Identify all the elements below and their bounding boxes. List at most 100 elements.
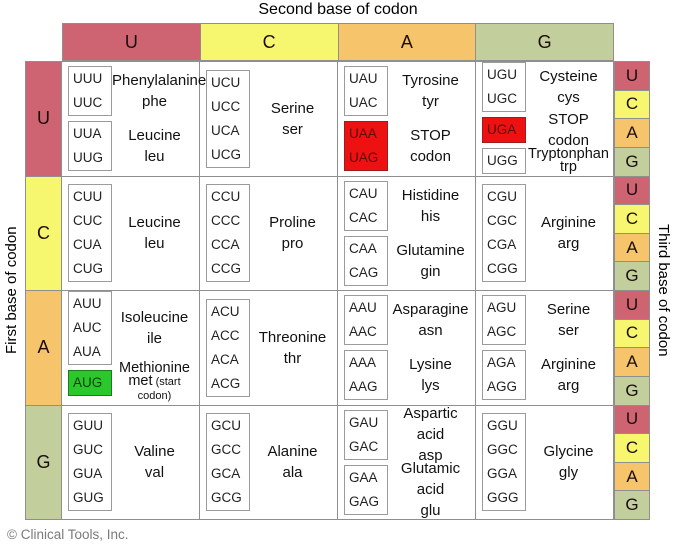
amino-acid-name: Tyrosine [402,72,459,90]
amino-acid-label: Aspartic acid asp [388,403,473,466]
codon-acu: ACU [211,303,240,319]
codon-group-gau-gac: GAU GAC Aspartic acid asp [344,405,473,464]
codon-gcc: GCC [211,442,241,458]
codon-group-uau-uac: UAU UAC Tyrosine tyr [344,64,473,119]
codon-cgu: CGU [487,189,517,205]
amino-acid-label: Histidine his [388,185,473,227]
cell-ca: CAU CAC Histidine his CAA CAG Glutamine gin [338,176,476,290]
amino-acid-label: Cysteine cys [526,66,611,108]
codon-caa: CAA [349,240,377,256]
codon-box: UGU UGC [482,62,526,113]
amino-acid-name: Glutamic acid [400,460,461,499]
amino-acid-abbr: arg [557,235,580,253]
amino-acid-label: Leucine leu [112,125,197,167]
codon-uga: UGA [487,121,517,137]
codon-aca: ACA [211,351,239,367]
cell-au: AUU AUC AUA Isoleucine ile AUG Methionine met (… [62,291,200,405]
codon-box: CAU CAC [344,180,388,231]
codon-ggu: GGU [487,418,518,434]
amino-acid-name: Proline [269,214,316,232]
amino-acid-label: Lysine lys [388,354,473,396]
codon-box: ACU ACC ACA ACG [206,298,250,397]
second-base-title: Second base of codon [258,1,418,18]
second-base-header-c: C [200,24,339,60]
amino-acid-name: STOP codon [410,127,451,166]
codon-group-aau-aac: AAU AAC Asparagine asn [344,293,473,348]
grid-row-u: UUU UUC Phenylalanine phe UUA UUG Leucine leu UC… [62,62,613,177]
stop-codon-box: UAA UAG [344,121,388,172]
codon-cau: CAU [349,185,378,201]
codon-uuu: UUU [73,71,103,87]
amino-acid-abbr: ser [282,120,303,138]
codon-group-ugu-ugc: UGU UGC Cysteine cys [482,62,611,113]
amino-acid-label: Serine ser [526,299,611,341]
amino-acid-abbr: asn [418,322,443,340]
codon-group-gaa-gag: GAA GAG Glutamic acid glu [344,460,473,519]
codon-group-guu-guc-gua-gug: GUU GUC GUA GUG Valine val [68,408,197,518]
amino-acid-label: Tyrosine tyr [388,70,473,112]
codon-cuc: CUC [73,213,103,229]
codon-box: CCU CCC CCA CCG [206,184,250,283]
codon-gua: GUA [73,466,103,482]
codon-gac: GAC [349,438,379,454]
codon-cgc: CGC [487,213,517,229]
amino-acid-label: Leucine leu [112,212,197,254]
codon-uuc: UUC [73,95,103,111]
cell-uu: UUU UUC Phenylalanine phe UUA UUG Leucine leu [62,62,207,176]
grid-row-a: AUU AUC AUA Isoleucine ile AUG Methionine met (… [62,291,613,406]
codon-grid: UUU UUC Phenylalanine phe UUA UUG Leucine leu UC… [62,61,614,520]
third-base-c-c: C [615,205,649,234]
codon-aga: AGA [487,355,516,371]
third-base-a-u: U [615,291,649,320]
second-base-header-a: A [338,24,477,60]
codon-gau: GAU [349,414,379,430]
codon-auu: AUU [73,296,102,312]
amino-acid-abbr: gin [420,262,441,280]
codon-agg: AGG [487,379,518,395]
amino-acid-abbr: ile [146,330,162,348]
codon-box: UUU UUC [68,66,112,117]
codon-ucg: UCG [211,146,241,162]
codon-box: CGU CGC CGA CGG [482,184,526,283]
cell-ga: GAU GAC Aspartic acid asp GAA GAG Glutamic aci… [338,405,476,519]
codon-group-ccu-ccc-cca-ccg: CCU CCC CCA CCG Proline pro [206,179,335,289]
codon-group-aug: AUG Methionine met (start codon) [68,361,197,403]
codon-aag: AAG [349,379,378,395]
amino-acid-label: Glycine gly [526,441,611,483]
amino-acid-abbr: thr [283,349,302,367]
third-base-c-a: A [615,233,649,263]
codon-ugu: UGU [487,67,517,83]
amino-acid-name: Phenylalanine [112,72,207,90]
amino-acid-abbr: glu [420,502,441,520]
third-base-u-c: C [615,90,649,120]
codon-box: GUU GUC GUA GUG [68,413,112,512]
codon-gaa: GAA [349,469,378,485]
amino-acid-name: Asparagine [392,301,469,319]
third-base-a-g: G [615,376,649,406]
codon-agc: AGC [487,324,517,340]
amino-acid-name: Leucine [128,127,181,145]
cell-cu: CUU CUC CUA CUG Leucine leu [62,176,200,290]
amino-acid-abbr: tyr [422,93,439,111]
codon-box: GAU GAC [344,409,388,460]
amino-acid-name: STOP codon [548,110,589,149]
third-base-g-c: C [615,434,649,463]
codon-box: UAU UAC [344,66,388,117]
codon-group-acu-acc-aca-acg: ACU ACC ACA ACG Threonine thr [206,293,335,403]
codon-group-gcu-gcc-gca-gcg: GCU GCC GCA GCG Alanine ala [206,408,335,518]
third-base-g-u: U [615,405,649,435]
third-base-g-g: G [615,491,649,519]
third-base-c-u: U [615,176,649,206]
amino-acid-abbr: ser [558,322,579,340]
codon-box: CUU CUC CUA CUG [68,184,112,283]
amino-acid-name: Serine [546,301,591,319]
amino-acid-label: Methionine met (start codon) [112,361,197,403]
amino-acid-abbr: asp [418,447,443,465]
codon-group-aaa-aag: AAA AAG Lysine lys [344,348,473,403]
codon-group-ugg: UGG Tryptonphan trp [482,146,611,175]
cell-ag: AGU AGC Serine ser AGA AGG Arginine arg [476,291,613,405]
amino-acid-name: Tryptonphan [528,146,609,163]
